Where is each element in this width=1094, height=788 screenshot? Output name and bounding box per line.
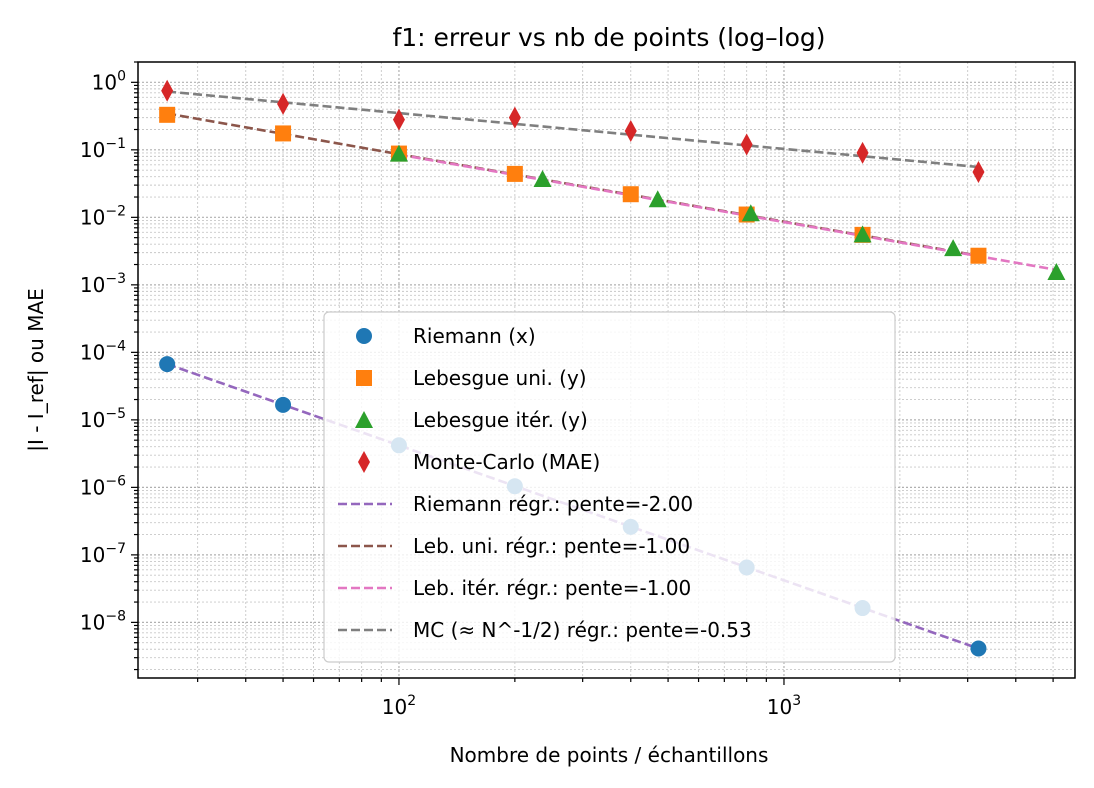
square-marker (275, 125, 292, 142)
triangle-marker (1047, 262, 1066, 280)
diamond-marker (277, 92, 290, 115)
triangle-marker (389, 144, 408, 162)
x-tick-label: 103 (767, 693, 801, 719)
axis-ticks: 102 103 10−8 10−7 10−6 10−5 10−4 10−3 10−2 10−1 10… (80, 61, 1054, 719)
y-tick-label: 10−1 (80, 136, 126, 162)
square-marker (622, 186, 639, 203)
triangle-marker (355, 411, 373, 428)
triangle-marker (944, 239, 963, 257)
legend-entry-label: MC (≈ N^-1/2) régr.: pente=-0.53 (413, 618, 752, 642)
legend-entry-label: Leb. uni. régr.: pente=-1.00 (413, 534, 690, 558)
y-tick-label: 10−8 (80, 608, 126, 634)
diamond-marker (972, 160, 985, 183)
diamond-marker (856, 141, 869, 164)
square-marker (356, 370, 372, 386)
triangle-marker (533, 169, 552, 187)
legend-entry-label: Leb. itér. régr.: pente=-1.00 (413, 576, 691, 600)
legend-entry-label: Lebesgue itér. (y) (413, 408, 588, 432)
legend-entry-label: Lebesgue uni. (y) (413, 366, 587, 390)
legend-entry-label: Riemann (x) (413, 324, 536, 348)
legend-entry-label: Riemann régr.: pente=-2.00 (413, 492, 693, 516)
circle-marker (275, 396, 292, 413)
diamond-marker (358, 451, 370, 473)
y-tick-label: 10−4 (80, 338, 126, 364)
circle-marker (356, 328, 372, 344)
diamond-marker (740, 133, 753, 156)
diamond-marker (508, 106, 521, 129)
regression-line (167, 90, 979, 169)
square-marker (970, 247, 987, 264)
square-marker (159, 106, 176, 123)
legend-box (323, 311, 896, 663)
legend: Riemann (x) Lebesgue uni. (y) Lebesgue ité… (323, 311, 896, 663)
circle-marker (970, 640, 987, 657)
x-tick-label: 102 (382, 693, 416, 719)
triangle-marker (741, 204, 760, 222)
chart-title: f1: erreur vs nb de points (log–log) (392, 23, 825, 52)
circle-marker (159, 356, 176, 373)
triangle-marker (648, 190, 667, 208)
y-tick-label: 10−6 (80, 473, 126, 499)
triangle-marker (853, 225, 872, 243)
diamond-marker (161, 79, 174, 102)
y-tick-label: 10−2 (80, 203, 126, 229)
y-tick-label: 10−3 (80, 271, 126, 297)
diamond-marker (624, 120, 637, 143)
y-axis-label: |I - I_ref| ou MAE (24, 288, 48, 452)
y-tick-label: 10−7 (80, 541, 126, 567)
legend-entry-label: Monte-Carlo (MAE) (413, 450, 600, 474)
plot-frame (137, 61, 1076, 679)
x-axis-label: Nombre de points / échantillons (450, 743, 769, 767)
y-tick-label: 100 (92, 68, 126, 94)
square-marker (506, 165, 523, 182)
diamond-marker (392, 108, 405, 131)
y-tick-label: 10−5 (80, 406, 126, 432)
